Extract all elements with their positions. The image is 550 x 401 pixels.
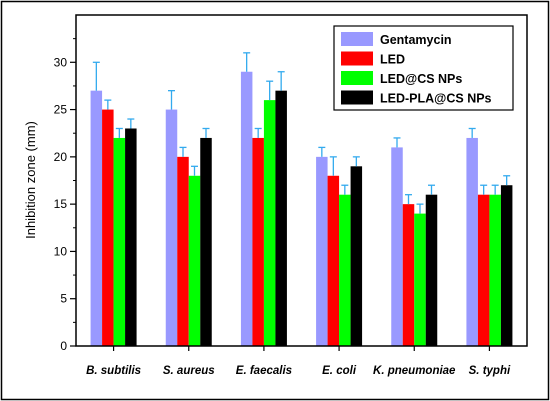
y-tick-label: 25: [54, 103, 68, 117]
x-tick-label: E. coli: [322, 365, 357, 377]
legend-label: LED@CS NPs: [380, 72, 462, 86]
bar: [350, 166, 363, 346]
bar: [414, 213, 426, 346]
legend-swatch: [341, 51, 373, 66]
x-tick-label: K. pneumoniae: [373, 365, 456, 377]
legend-label: LED-PLA@CS NPs: [380, 92, 492, 106]
y-tick-label: 20: [54, 150, 68, 164]
x-tick-label: S. aureus: [163, 365, 215, 377]
legend-label: LED: [380, 53, 405, 67]
legend-swatch: [341, 32, 373, 46]
bar: [425, 194, 438, 346]
bar: [391, 147, 403, 346]
legend: Gentamycin LED LED@CS NPs LED-PLA@CS NPs: [333, 25, 514, 111]
bar: [252, 137, 264, 346]
bar: [188, 175, 201, 346]
bar: [200, 137, 212, 346]
error-bars-layer: [92, 52, 511, 214]
bar: [275, 90, 287, 346]
x-tick-label: B. subtilis: [86, 365, 141, 377]
y-tick-label: 30: [54, 55, 68, 69]
bar: [165, 109, 178, 346]
x-axis: B. subtilis S. aureus E. faecalis E. coli K.…: [86, 346, 511, 377]
y-axis: 0 5 10 15 20 25 30: [54, 38, 76, 353]
x-tick-label: S. typhi: [469, 365, 511, 377]
legend-label: Gentamycin: [380, 33, 452, 47]
bar: [327, 175, 340, 346]
bar: [90, 90, 103, 346]
bars-layer: [90, 71, 513, 347]
bar: [402, 204, 415, 346]
bar: [263, 100, 276, 346]
bar: [177, 156, 189, 346]
legend-swatch: [341, 71, 373, 85]
x-tick-label: E. faecalis: [236, 365, 292, 377]
y-tick-label: 0: [60, 339, 67, 353]
bar: [477, 194, 490, 346]
bar: [240, 71, 253, 347]
y-tick-label: 10: [54, 244, 68, 258]
y-tick-label: 5: [60, 292, 67, 306]
y-axis-title: Inhibition zone (mm): [23, 121, 38, 239]
bar: [316, 156, 328, 346]
bar: [125, 128, 137, 346]
bar: [339, 194, 351, 346]
y-tick-label: 15: [54, 197, 68, 211]
bar: [489, 194, 501, 346]
bar: [466, 137, 478, 346]
legend-swatch: [341, 90, 373, 105]
bar: [113, 137, 126, 346]
bar: [102, 109, 114, 346]
bar: [500, 185, 513, 346]
